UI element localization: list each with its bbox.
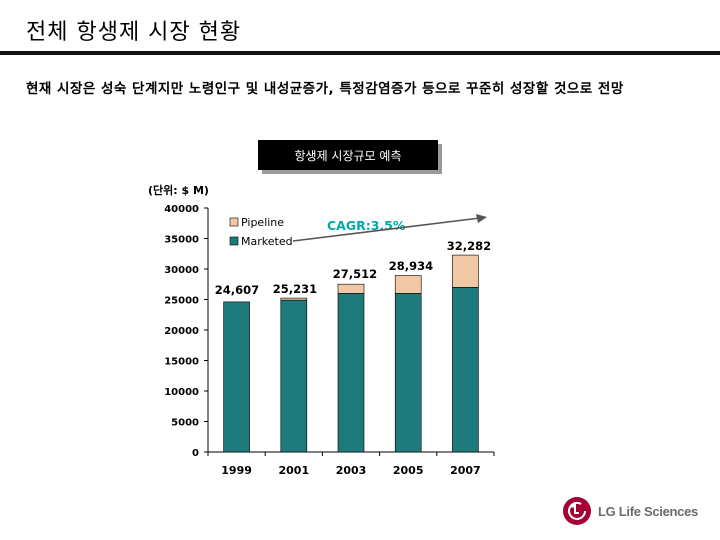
y-tick-label: 15000 bbox=[164, 357, 199, 368]
legend-label: Pipeline bbox=[241, 216, 284, 229]
bar-marketed bbox=[223, 301, 250, 453]
x-tick-label: 2003 bbox=[336, 464, 367, 477]
y-tick-label: 30000 bbox=[164, 265, 199, 276]
trend-arrow-head bbox=[476, 214, 487, 223]
cagr-annotation: CAGR:3.5% bbox=[327, 218, 406, 233]
x-tick-label: 2007 bbox=[450, 464, 481, 477]
x-tick-label: 1999 bbox=[221, 464, 252, 477]
total-label: 32,282 bbox=[447, 239, 491, 253]
chart-title-box: 항생제 시장규모 예측 bbox=[258, 140, 438, 170]
bar-pipeline bbox=[337, 283, 365, 294]
y-tick-label: 35000 bbox=[164, 235, 199, 246]
bar-marketed bbox=[452, 286, 479, 453]
bar-marketed bbox=[394, 293, 422, 453]
y-tick-label: 25000 bbox=[164, 296, 199, 307]
logo-text: LG Life Sciences bbox=[598, 503, 698, 519]
bar-pipeline bbox=[452, 254, 479, 288]
lg-logo: LG Life Sciences bbox=[562, 496, 698, 526]
legend-swatch bbox=[229, 217, 239, 227]
y-tick-label: 0 bbox=[192, 448, 199, 459]
y-tick-label: 10000 bbox=[164, 387, 199, 398]
bar-pipeline bbox=[394, 275, 422, 294]
bar-marketed bbox=[337, 293, 365, 453]
x-tick-label: 2001 bbox=[278, 464, 309, 477]
y-tick-label: 20000 bbox=[164, 326, 199, 337]
unit-label: (단위: $ M) bbox=[148, 183, 209, 197]
title-divider bbox=[0, 51, 720, 55]
y-tick-label: 40000 bbox=[164, 204, 199, 215]
legend-label: Marketed bbox=[241, 235, 293, 248]
page-title: 전체 항생제 시장 현황 bbox=[26, 20, 242, 45]
total-label: 28,934 bbox=[389, 259, 433, 273]
bar-pipeline bbox=[280, 297, 308, 301]
total-label: 25,231 bbox=[273, 282, 317, 296]
trend-arrow-line bbox=[292, 217, 481, 242]
total-label: 24,607 bbox=[215, 283, 259, 297]
legend-swatch bbox=[229, 236, 239, 246]
page-subtitle: 현재 시장은 성숙 단계지만 노령인구 및 내성균증가, 특정감염증가 등으로 … bbox=[26, 81, 624, 97]
bar-marketed bbox=[280, 299, 308, 453]
y-tick-label: 5000 bbox=[171, 418, 199, 429]
lg-logo-icon bbox=[563, 497, 591, 525]
total-label: 27,512 bbox=[333, 267, 377, 281]
x-tick-label: 2005 bbox=[393, 464, 424, 477]
